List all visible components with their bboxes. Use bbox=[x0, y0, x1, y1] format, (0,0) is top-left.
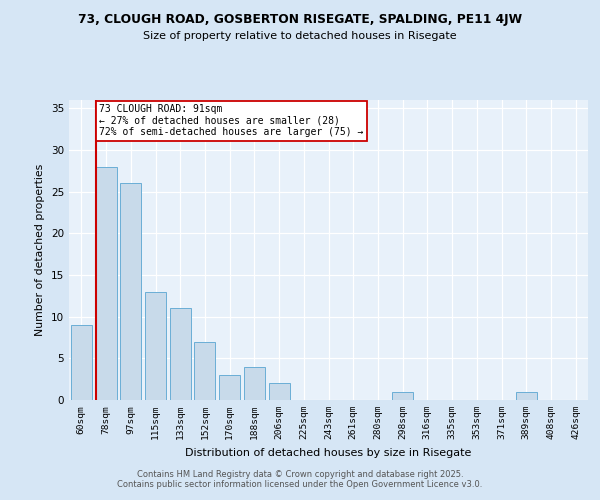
X-axis label: Distribution of detached houses by size in Risegate: Distribution of detached houses by size … bbox=[185, 448, 472, 458]
Bar bbox=[145, 292, 166, 400]
Y-axis label: Number of detached properties: Number of detached properties bbox=[35, 164, 46, 336]
Bar bbox=[170, 308, 191, 400]
Text: 73 CLOUGH ROAD: 91sqm
← 27% of detached houses are smaller (28)
72% of semi-deta: 73 CLOUGH ROAD: 91sqm ← 27% of detached … bbox=[100, 104, 364, 138]
Text: Contains HM Land Registry data © Crown copyright and database right 2025.
Contai: Contains HM Land Registry data © Crown c… bbox=[118, 470, 482, 489]
Bar bbox=[194, 342, 215, 400]
Bar bbox=[95, 166, 116, 400]
Bar bbox=[120, 184, 141, 400]
Text: 73, CLOUGH ROAD, GOSBERTON RISEGATE, SPALDING, PE11 4JW: 73, CLOUGH ROAD, GOSBERTON RISEGATE, SPA… bbox=[78, 12, 522, 26]
Bar bbox=[219, 375, 240, 400]
Bar bbox=[244, 366, 265, 400]
Text: Size of property relative to detached houses in Risegate: Size of property relative to detached ho… bbox=[143, 31, 457, 41]
Bar bbox=[71, 325, 92, 400]
Bar bbox=[269, 384, 290, 400]
Bar bbox=[516, 392, 537, 400]
Bar bbox=[392, 392, 413, 400]
